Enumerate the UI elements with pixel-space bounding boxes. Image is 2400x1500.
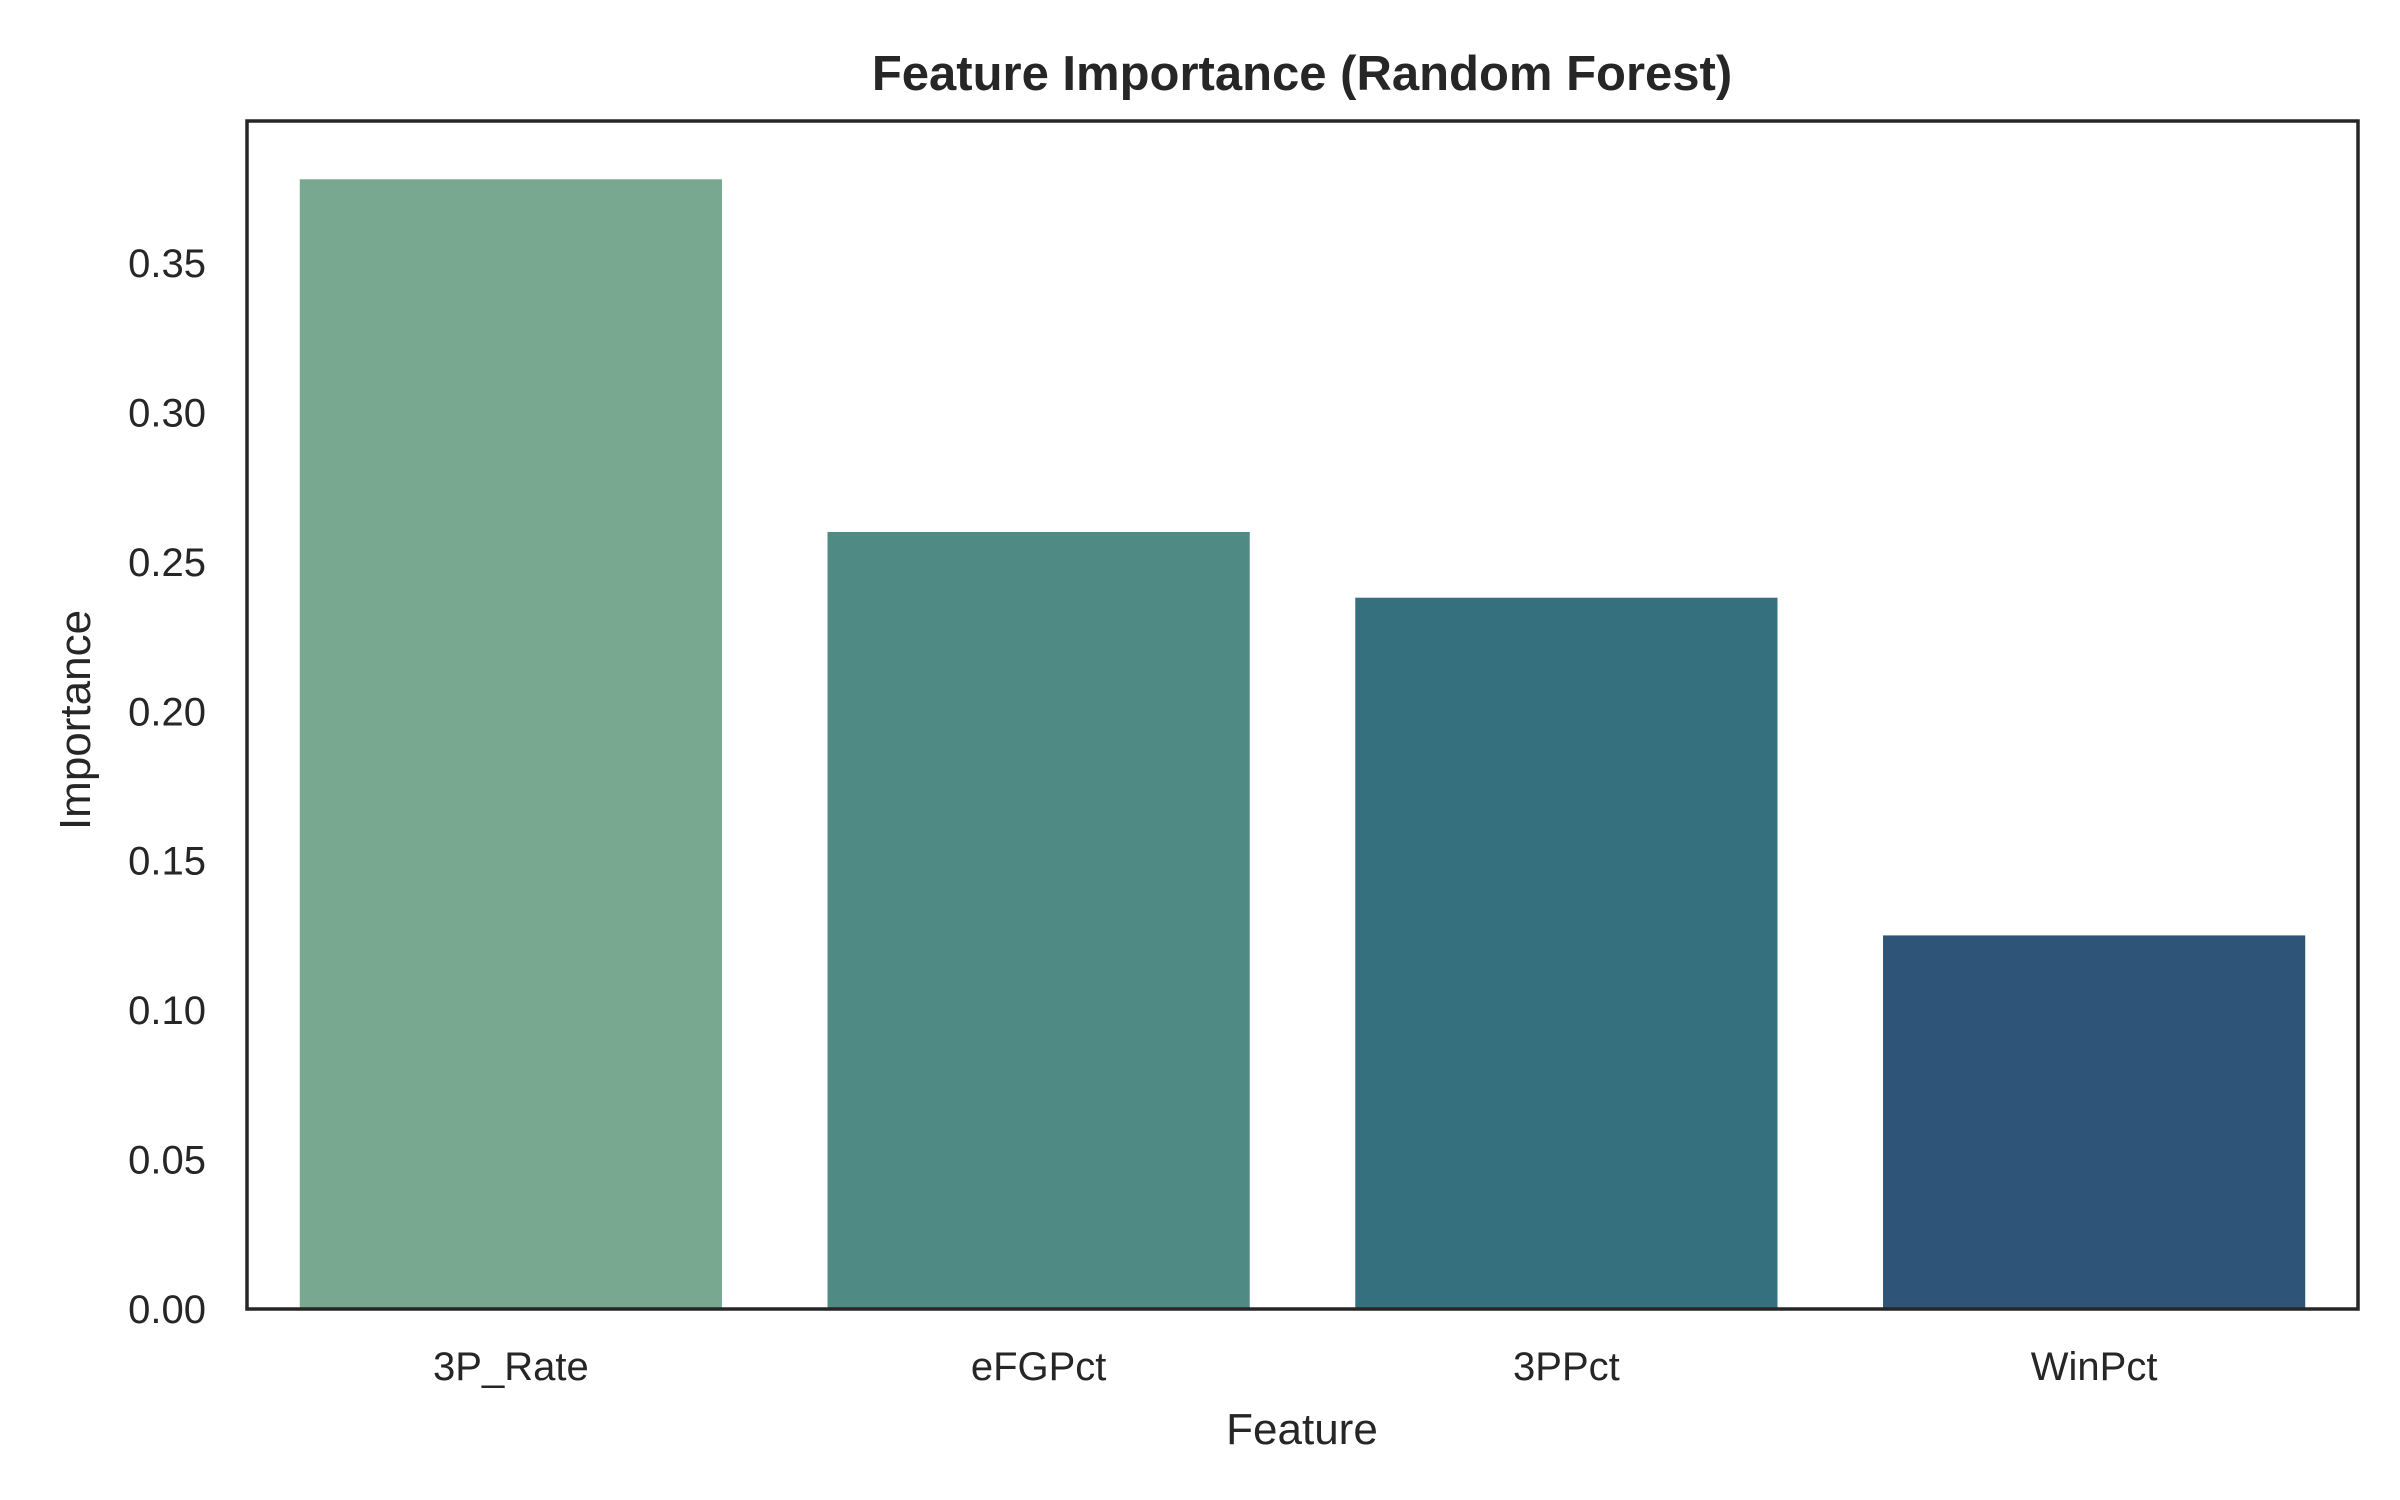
x-tick-label: 3PPct [1513, 1345, 1620, 1389]
plot-frame [245, 119, 2360, 1311]
x-axis-label: Feature [1226, 1405, 1378, 1454]
x-tick-label: eFGPct [971, 1345, 1107, 1389]
y-tick-label: 0.00 [128, 1288, 206, 1332]
y-tick-label: 0.30 [128, 391, 206, 435]
y-tick-label: 0.05 [128, 1139, 206, 1183]
bar-eFGPct [827, 531, 1250, 1309]
bars-group [299, 179, 2306, 1309]
y-tick-label: 0.10 [128, 989, 206, 1033]
y-axis-ticks: 0.00 0.05 0.10 0.15 0.20 0.25 0.30 0.35 [128, 242, 206, 1332]
y-axis-label: Importance [51, 610, 100, 830]
chart-title: Feature Importance (Random Forest) [872, 47, 1732, 101]
x-tick-label: WinPct [2031, 1345, 2158, 1389]
y-tick-label: 0.20 [128, 690, 206, 734]
x-tick-label: 3P_Rate [433, 1345, 589, 1389]
x-axis-ticks: 3P_Rate eFGPct 3PPct WinPct [433, 1345, 2157, 1389]
bar-WinPct [1883, 935, 2306, 1309]
bar-3P_Rate [299, 179, 722, 1309]
y-tick-label: 0.25 [128, 541, 206, 585]
y-tick-label: 0.15 [128, 840, 206, 884]
y-tick-label: 0.35 [128, 242, 206, 286]
bar-3PPct [1355, 597, 1778, 1309]
